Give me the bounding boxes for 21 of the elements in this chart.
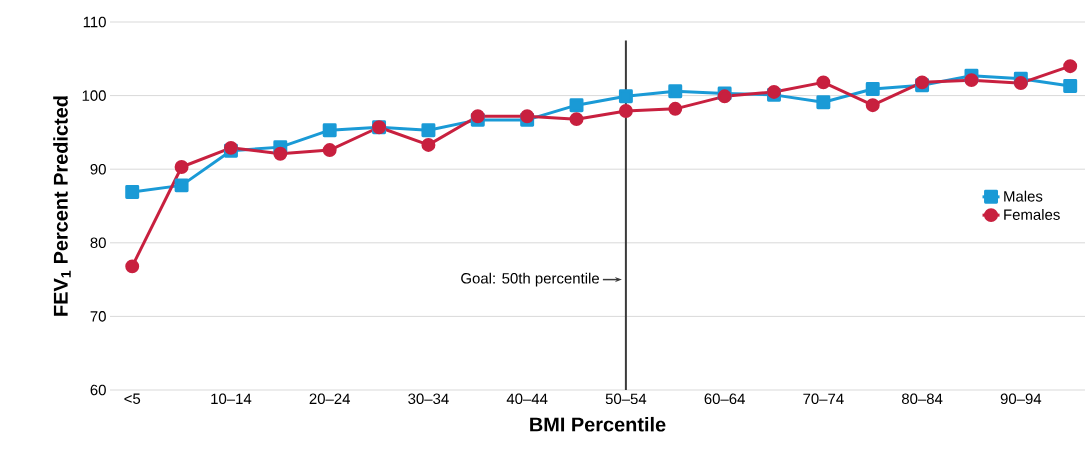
x-tick-label: 80–84 <box>901 393 943 405</box>
y-tick-label: 60 <box>90 384 106 396</box>
x-tick-label: 60–64 <box>704 393 745 405</box>
x-tick-label: 40–44 <box>506 393 548 405</box>
x-tick-label: 50–54 <box>605 393 647 405</box>
x-axis-title: BMI Percentile <box>530 416 666 432</box>
y-tick-label: 80 <box>90 237 106 249</box>
y-tick-label: 110 <box>83 16 106 28</box>
x-tick-label: 30–34 <box>408 393 449 405</box>
legend-label: Males <box>1004 190 1043 202</box>
x-tick-label: 70–74 <box>803 393 844 405</box>
x-tick-label: 90–94 <box>1000 393 1042 405</box>
x-tick-label: 10–14 <box>211 393 252 405</box>
x-tick-label: <5 <box>124 393 141 404</box>
x-tick-label: 20–24 <box>309 393 351 405</box>
y-tick-label: 70 <box>90 311 106 322</box>
y-tick-label: 90 <box>90 163 106 175</box>
legend-label: Females <box>1004 208 1060 220</box>
ref-line-label: Goal: 50th percentile <box>461 272 599 287</box>
y-tick-label: 100 <box>82 90 106 101</box>
y-axis-title: FEV$_{1}$ Percent Predicted <box>53 96 71 316</box>
